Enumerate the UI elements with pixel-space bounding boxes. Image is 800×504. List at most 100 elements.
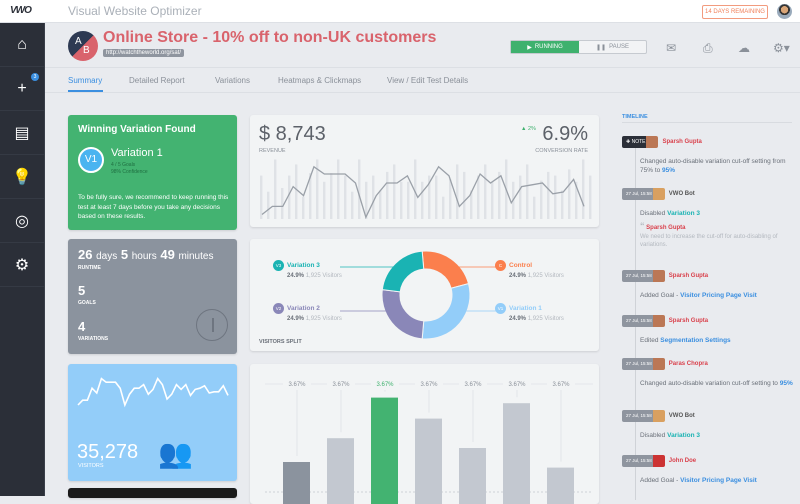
cloud-download-icon[interactable]: ☁ bbox=[738, 41, 750, 55]
timeline-author[interactable]: VWO Bot bbox=[668, 412, 695, 419]
sidebar-item-lifebuoy[interactable]: ◎ bbox=[0, 199, 44, 243]
bot-avatar bbox=[652, 187, 665, 200]
timeline-text: Changed auto-disable variation cut-off s… bbox=[640, 380, 793, 387]
active-tab-indicator bbox=[68, 90, 103, 92]
variations-value: 4 bbox=[78, 319, 86, 334]
tab-summary[interactable]: Summary bbox=[68, 76, 103, 85]
notification-badge: 3 bbox=[31, 73, 39, 81]
timeline-link[interactable]: Visitor Pricing Page Visit bbox=[680, 292, 757, 299]
sidebar-item-gear[interactable]: ⚙ bbox=[0, 243, 44, 287]
sidebar-item-home[interactable]: ⌂ bbox=[0, 23, 44, 67]
days-remaining-badge[interactable]: 14 DAYS REMAINING bbox=[702, 5, 768, 19]
timeline-quote: “ Sparsh Gupta We need to increase the cu… bbox=[640, 221, 778, 249]
goals-value: 5 bbox=[78, 283, 86, 298]
vwo-logo[interactable]: VWO bbox=[10, 5, 32, 16]
test-header: A B Online Store - 10% off to non-UK cus… bbox=[45, 23, 800, 68]
timestamp-badge: 27 Jul, 15:58 bbox=[622, 269, 656, 282]
tab-heatmaps-clickmaps[interactable]: Heatmaps & Clickmaps bbox=[278, 76, 362, 85]
timeline-title: TIMELINE bbox=[622, 114, 648, 120]
timestamp-badge: 27 Jul, 15:58 bbox=[622, 409, 656, 422]
timeline-entry: 27 Jul, 15:58 Sparsh Gupta Edited Segmenta… bbox=[622, 312, 797, 345]
timeline-author[interactable]: John Doe bbox=[668, 457, 697, 464]
lifebuoy-icon: ◎ bbox=[15, 212, 29, 230]
conversion-delta: ▲ 2% bbox=[521, 126, 536, 132]
pause-button[interactable]: ❚❚ PAUSE bbox=[596, 44, 629, 51]
variations-label: VARIATIONS bbox=[78, 336, 109, 342]
pause-icon: ❚❚ bbox=[596, 44, 607, 51]
timeline-author[interactable]: Sparsh Gupta bbox=[662, 138, 702, 145]
timeline-link[interactable]: 95% bbox=[662, 167, 676, 174]
home-icon: ⌂ bbox=[17, 35, 27, 53]
svg-text:3.67%: 3.67% bbox=[332, 382, 350, 388]
heatmap-preview-card[interactable] bbox=[68, 488, 237, 498]
user-avatar bbox=[652, 454, 665, 467]
split-legend-variation-3[interactable]: V3 Variation 3 24.9% 1,925 Visitors bbox=[273, 260, 342, 279]
goal-comparison-card: 3.67% 3.67% 3.67% 3.67% 3.67% 3.67% 3.67% bbox=[250, 364, 599, 504]
visitors-count: 35,278 bbox=[77, 441, 139, 463]
svg-text:3.67%: 3.67% bbox=[288, 382, 306, 388]
sidebar-item-plus[interactable]: +3 bbox=[0, 67, 44, 111]
timeline-author[interactable]: Sparsh Gupta bbox=[668, 272, 709, 279]
timeline-link[interactable]: Segmentation Settings bbox=[660, 337, 731, 344]
timeline-entry: ✚ NOTE Sparsh Gupta Changed auto-disable v… bbox=[622, 133, 797, 175]
tab-detailed-report[interactable]: Detailed Report bbox=[129, 76, 185, 85]
goal-bar-chart: 3.67% 3.67% 3.67% 3.67% 3.67% 3.67% 3.67% bbox=[265, 379, 593, 504]
timeline-entry: 27 Jul, 15:58 Sparsh Gupta Added Goal - Vi… bbox=[622, 267, 797, 300]
timestamp-badge: 27 Jul, 15:58 bbox=[622, 314, 656, 327]
timeline-link[interactable]: 95% bbox=[779, 380, 793, 387]
split-legend-variation-1[interactable]: V1 Variation 1 24.9% 1,925 Visitors bbox=[495, 303, 564, 322]
timeline-text: Added Goal - Visitor Pricing Page Visit bbox=[640, 292, 757, 299]
tab-variations[interactable]: Variations bbox=[215, 76, 250, 85]
sidebar-item-clipboard[interactable]: ▤ bbox=[0, 111, 44, 155]
split-legend-variation-2[interactable]: V2 Variation 2 24.9% 1,925 Visitors bbox=[273, 303, 342, 322]
variation-badge: C bbox=[495, 260, 506, 271]
svg-text:3.67%: 3.67% bbox=[420, 382, 438, 388]
timeline-link[interactable]: Variation 3 bbox=[667, 210, 700, 217]
timeline-entry: 27 Jul, 15:58 VWO Bot Disabled Variation 3 bbox=[622, 407, 797, 440]
email-icon[interactable]: ✉ bbox=[666, 41, 677, 55]
test-stats-card: 26 days 5 hours 49 minutes RUNTIME 5 GOA… bbox=[68, 239, 237, 354]
play-icon: ▶ bbox=[527, 44, 532, 51]
test-title: Online Store - 10% off to non-UK custome… bbox=[103, 29, 437, 46]
gauge-icon bbox=[196, 309, 228, 341]
timeline-text: Edited Segmentation Settings bbox=[640, 337, 731, 344]
user-avatar bbox=[652, 357, 665, 370]
user-avatar[interactable] bbox=[777, 4, 792, 19]
winner-variation-name[interactable]: Variation 1 bbox=[111, 147, 163, 159]
variation-badge: V3 bbox=[273, 260, 284, 271]
winner-message: To be fully sure, we recommend to keep r… bbox=[78, 194, 229, 220]
tab-view-edit-test-details[interactable]: View / Edit Test Details bbox=[387, 76, 469, 85]
note-badge[interactable]: ✚ NOTE bbox=[622, 135, 650, 148]
timeline-author[interactable]: Paras Chopra bbox=[668, 360, 708, 367]
timeline-text: Disabled Variation 3 bbox=[640, 432, 700, 439]
ab-test-icon: A B bbox=[68, 31, 98, 61]
timeline-entry: 27 Jul, 15:58 John Doe Added Goal - Visito… bbox=[622, 452, 797, 485]
timeline-text: Added Goal - Visitor Pricing Page Visit bbox=[640, 477, 757, 484]
timeline-text: Changed auto-disable variation cut-off s… bbox=[640, 158, 786, 174]
runtime-value: 26 days 5 hours 49 minutes bbox=[78, 247, 214, 262]
revenue-label: REVENUE bbox=[259, 148, 286, 154]
print-icon[interactable]: ⎙ bbox=[703, 41, 713, 55]
timeline-divider bbox=[622, 122, 792, 123]
timeline-author[interactable]: Sparsh Gupta bbox=[668, 317, 709, 324]
timeline-link[interactable]: Variation 3 bbox=[667, 432, 700, 439]
timestamp-badge: 27 Jul, 15:58 bbox=[622, 454, 656, 467]
split-legend-control[interactable]: C Control 24.9% 1,925 Visitors bbox=[495, 260, 564, 279]
svg-text:3.67%: 3.67% bbox=[508, 382, 526, 388]
settings-dropdown-icon[interactable]: ⚙▾ bbox=[773, 41, 790, 55]
test-url[interactable]: http://watchtheworld.org/sat/ bbox=[103, 49, 185, 57]
timeline-link[interactable]: Visitor Pricing Page Visit bbox=[680, 477, 757, 484]
running-button[interactable]: ▶ RUNNING bbox=[511, 41, 579, 53]
sidebar-item-lightbulb[interactable]: 💡 bbox=[0, 155, 44, 199]
visitors-label: VISITORS bbox=[78, 463, 104, 469]
svg-text:3.67%: 3.67% bbox=[376, 382, 394, 388]
tab-bar: Summary Detailed Report Variations Heatmaps… bbox=[45, 68, 800, 93]
timeline-author[interactable]: VWO Bot bbox=[668, 190, 695, 197]
svg-text:3.67%: 3.67% bbox=[552, 382, 570, 388]
conversion-label: CONVERSION RATE bbox=[535, 148, 588, 154]
timeline-entry: 27 Jul, 15:58 VWO Bot Disabled Variation 3… bbox=[622, 185, 797, 250]
variation-badge: V2 bbox=[273, 303, 284, 314]
user-avatar bbox=[652, 269, 665, 282]
sidebar: ⌂ +3 ▤ 💡 ◎ ⚙ bbox=[0, 23, 45, 496]
bot-avatar bbox=[652, 409, 665, 422]
